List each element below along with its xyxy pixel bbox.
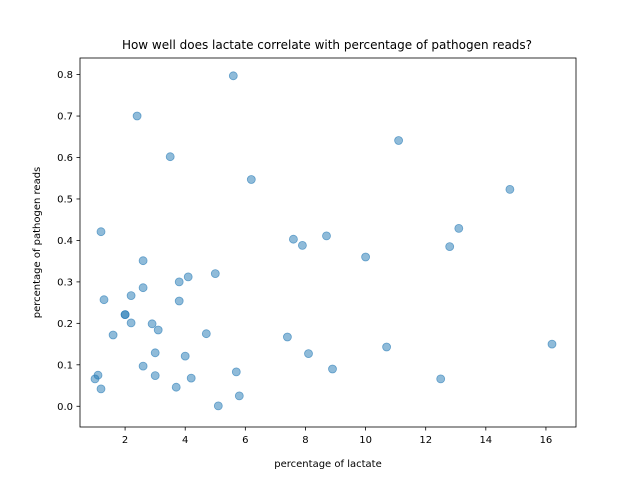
data-point <box>246 175 256 184</box>
data-point <box>505 184 515 194</box>
y-tick-label: 0.3 <box>57 277 73 288</box>
data-point <box>147 319 157 329</box>
data-point <box>547 339 557 349</box>
data-point <box>445 242 455 252</box>
x-tick-label: 14 <box>479 435 492 446</box>
y-tick-label: 0.1 <box>57 360 73 371</box>
data-point <box>436 374 446 384</box>
data-point <box>231 367 241 377</box>
y-tick-label: 0.7 <box>57 112 73 123</box>
data-point <box>132 111 142 121</box>
data-point <box>454 223 464 233</box>
data-point <box>180 351 190 361</box>
data-point <box>288 234 298 244</box>
data-point <box>120 310 130 320</box>
data-point <box>186 373 196 383</box>
data-point <box>361 252 371 262</box>
data-point <box>108 330 118 340</box>
data-point <box>382 342 392 352</box>
data-point <box>150 348 160 358</box>
data-point <box>138 361 148 371</box>
points-group <box>90 71 557 411</box>
data-point <box>126 318 136 328</box>
x-tick-label: 8 <box>302 435 308 446</box>
data-point <box>210 269 220 279</box>
x-tick-label: 16 <box>540 435 553 446</box>
x-axis-label: percentage of lactate <box>274 459 381 470</box>
x-tick-label: 6 <box>242 435 248 446</box>
x-axis: 2 4 6 8 10 12 14 16 <box>122 427 552 446</box>
data-point <box>96 227 106 237</box>
data-point <box>171 382 181 392</box>
data-point <box>165 152 175 162</box>
data-point <box>328 364 337 374</box>
y-tick-label: 0.6 <box>57 153 73 164</box>
data-point <box>322 231 331 241</box>
y-tick-label: 0.2 <box>57 319 73 330</box>
data-point <box>138 256 148 266</box>
data-point <box>153 325 163 335</box>
data-point <box>174 296 184 306</box>
data-point <box>304 349 313 359</box>
x-tick-label: 4 <box>182 435 188 446</box>
data-point <box>234 391 244 401</box>
data-point <box>394 136 404 145</box>
y-axis: 0.0 0.1 0.2 0.3 0.4 0.5 0.6 0.7 0.8 <box>57 70 80 413</box>
data-point <box>138 283 148 293</box>
data-point <box>90 374 100 384</box>
data-point <box>150 371 160 381</box>
data-point <box>297 240 307 250</box>
data-point <box>174 277 184 287</box>
y-tick-label: 0.5 <box>57 194 73 205</box>
y-axis-label: percentage of pathogen reads <box>32 167 43 319</box>
data-point <box>282 332 292 342</box>
data-point <box>183 272 193 282</box>
plot-frame <box>79 57 577 428</box>
x-tick-label: 12 <box>419 435 432 446</box>
data-point <box>126 291 136 301</box>
x-tick-label: 2 <box>122 435 128 446</box>
y-tick-label: 0.8 <box>57 70 73 81</box>
y-tick-label: 0.0 <box>57 402 73 413</box>
data-point <box>228 71 238 81</box>
y-tick-label: 0.4 <box>57 236 73 247</box>
data-point <box>99 295 109 305</box>
x-tick-label: 10 <box>359 435 372 446</box>
data-point <box>213 401 223 411</box>
data-point <box>201 329 211 339</box>
data-point <box>96 384 106 394</box>
chart-title: How well does lactate correlate with per… <box>122 38 532 52</box>
